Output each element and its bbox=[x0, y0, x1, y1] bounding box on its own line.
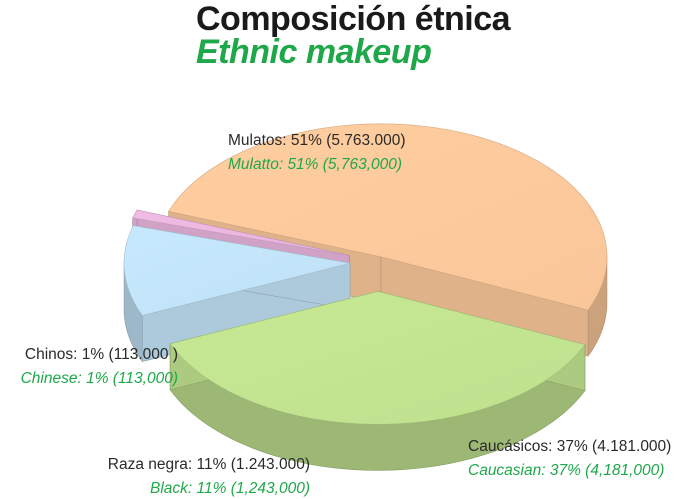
chart-subtitle: Ethnic makeup bbox=[196, 33, 432, 71]
label-mulatos: Mulatos: 51% (5.763.000) Mulatto: 51% (5… bbox=[228, 132, 406, 174]
label-mulatos-es: Mulatos: 51% (5.763.000) bbox=[228, 132, 406, 149]
label-chinos-en: Chinese: 1% (113,000) bbox=[20, 370, 178, 387]
label-mulatos-en: Mulatto: 51% (5,763,000) bbox=[228, 156, 403, 173]
slice-raza_negra bbox=[123, 225, 351, 363]
label-raza-negra-es: Raza negra: 11% (1.243.000) bbox=[107, 456, 310, 473]
label-chinos-es: Chinos: 1% (113.000 ) bbox=[24, 346, 178, 363]
label-caucasicos: Caucásicos: 37% (4.181.000) Caucasian: 3… bbox=[468, 438, 671, 480]
slice-caucasicos bbox=[169, 291, 586, 471]
label-caucasicos-en: Caucasian: 37% (4,181,000) bbox=[468, 462, 665, 479]
label-raza-negra-en: Black: 11% (1,243,000) bbox=[150, 480, 310, 497]
label-chinos: Chinos: 1% (113.000 ) Chinese: 1% (113,0… bbox=[21, 346, 178, 388]
chart-title: Composición étnica bbox=[196, 0, 511, 38]
label-raza-negra: Raza negra: 11% (1.243.000) Black: 11% (… bbox=[108, 456, 310, 498]
label-caucasicos-es: Caucásicos: 37% (4.181.000) bbox=[468, 438, 672, 455]
